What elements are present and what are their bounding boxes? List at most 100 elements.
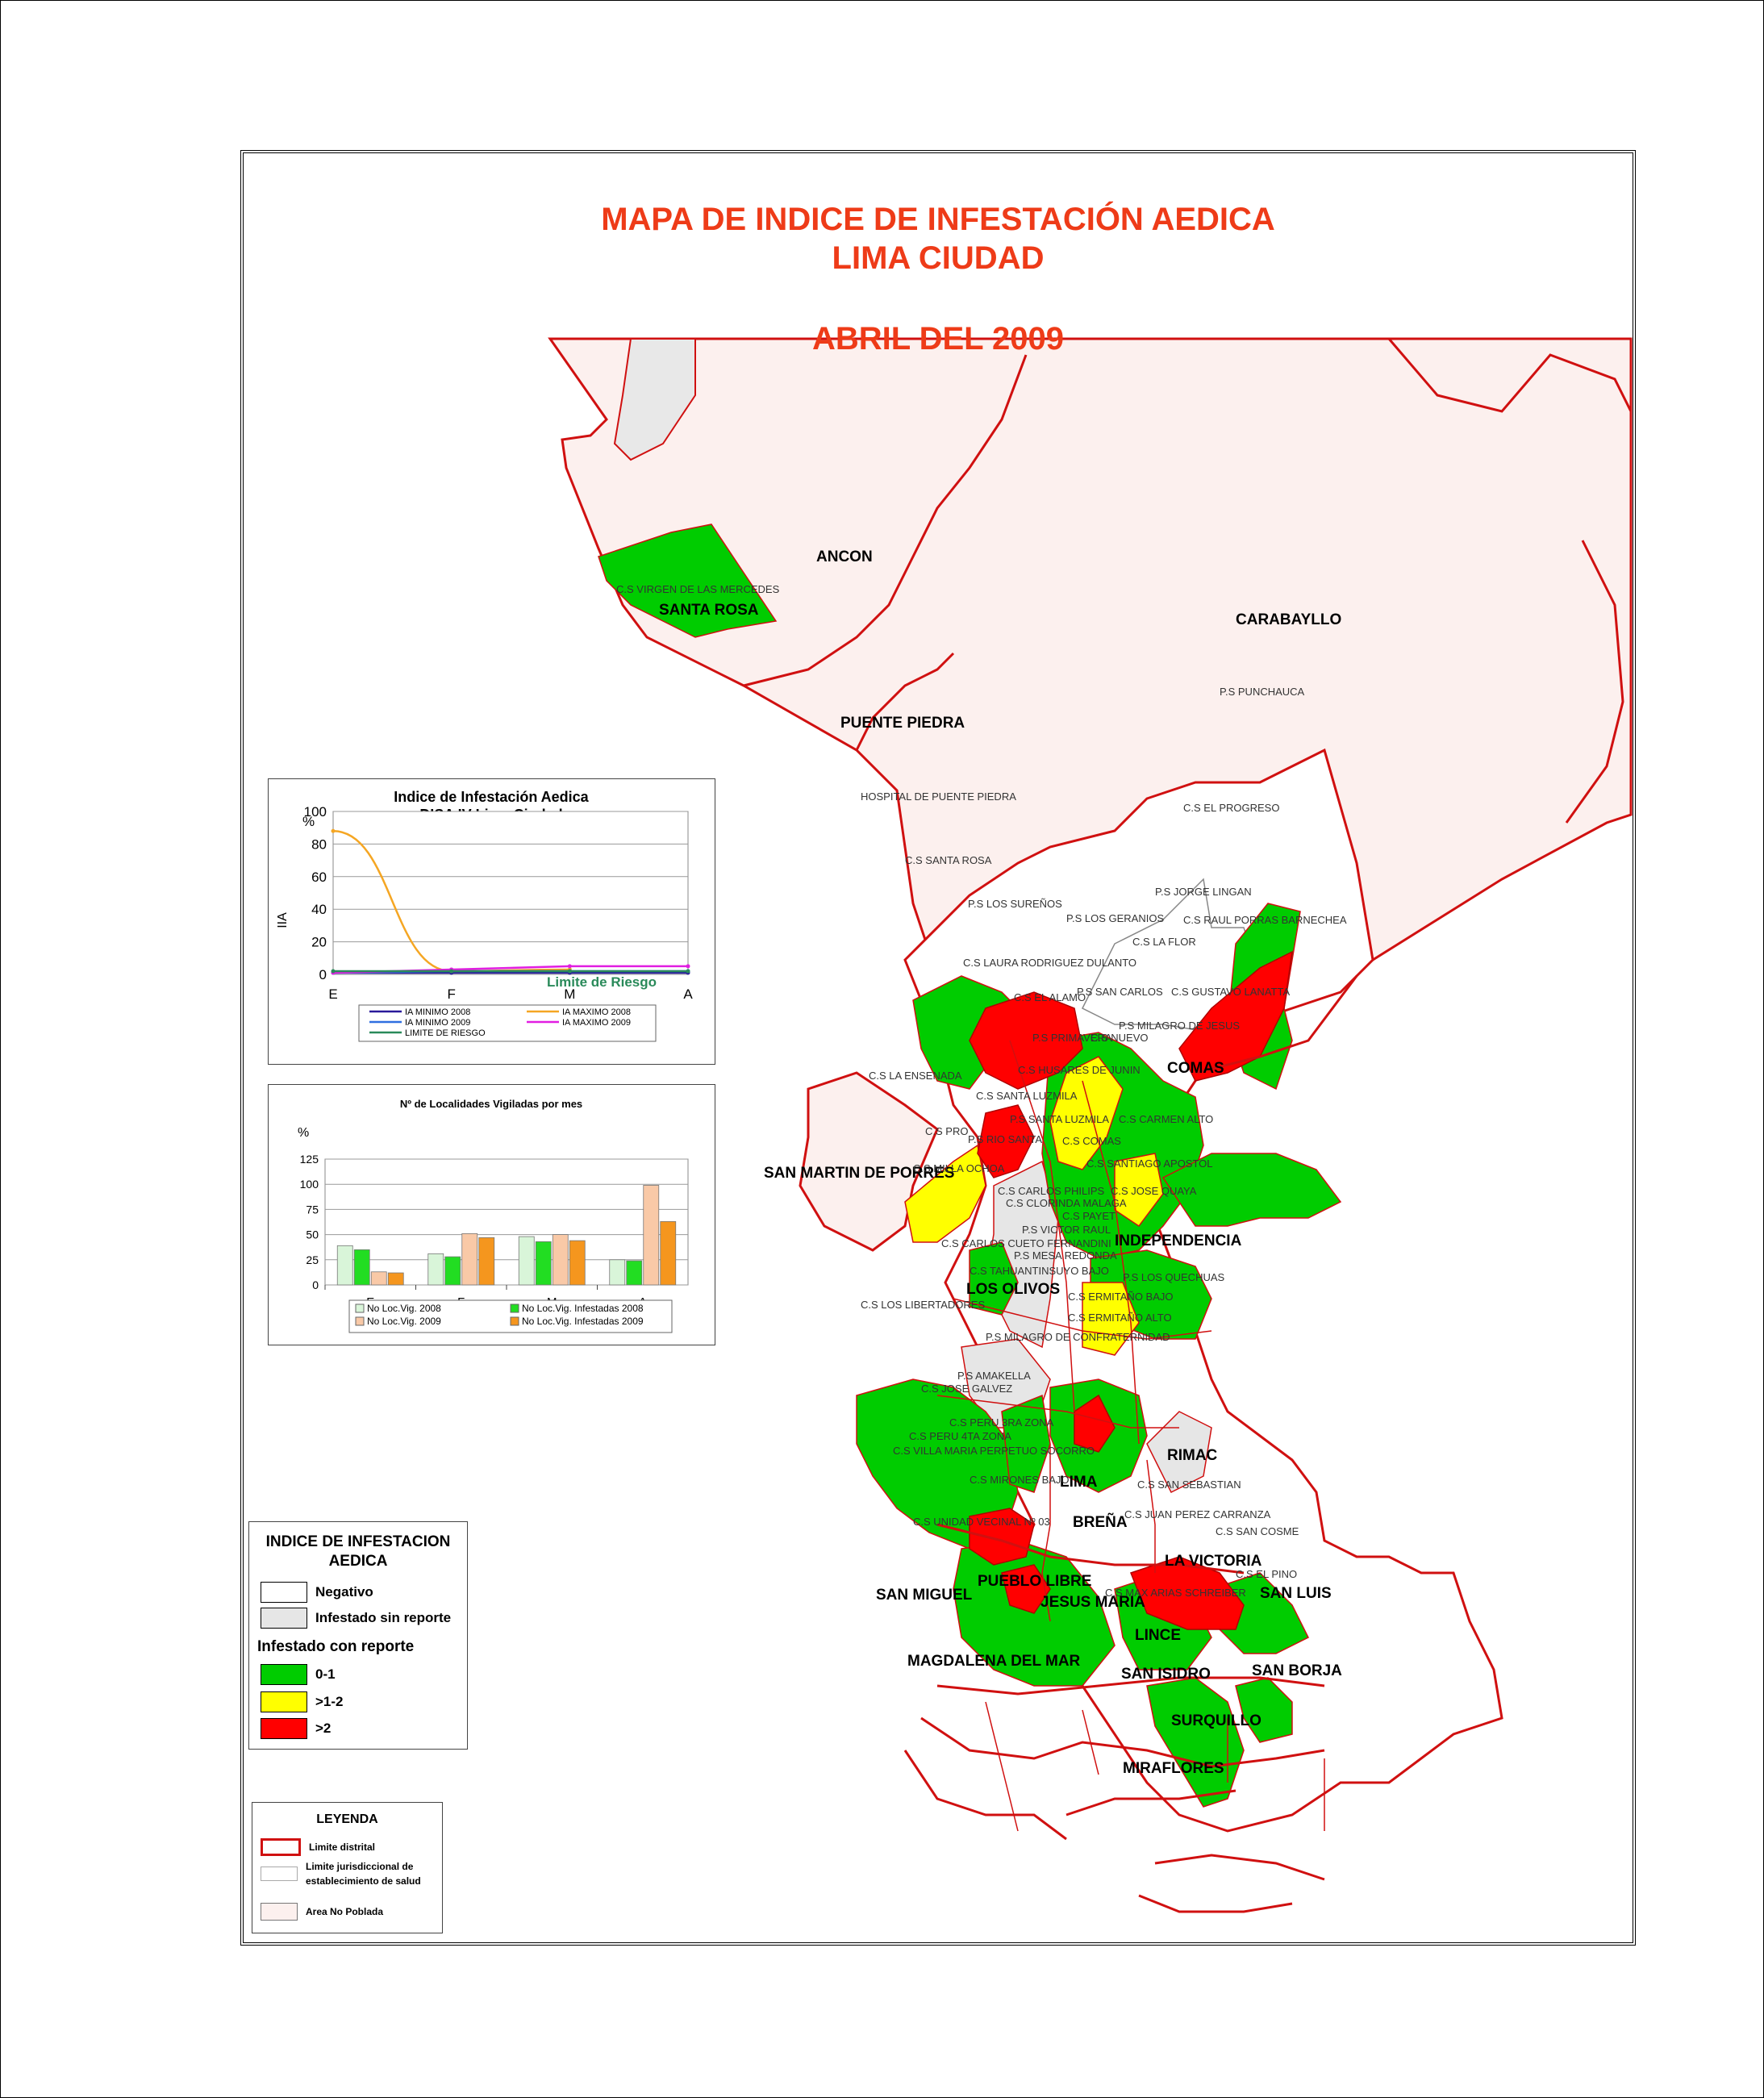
facility-label: P.S PRIMAVERA: [1032, 1032, 1112, 1044]
chart2-bar: [370, 1271, 387, 1286]
district-label-santa-rosa: SANTA ROSA: [659, 602, 759, 619]
chart2-bar: [353, 1249, 370, 1286]
district-label-san-borja: SAN BORJA: [1252, 1662, 1342, 1679]
chart1-point: [686, 969, 690, 974]
facility-label: C.S CARLOS CUETO FERNANDINI: [941, 1237, 1111, 1249]
chart1-xtick-label: E: [328, 986, 337, 1002]
legend-label-negativo: Negativo: [315, 1584, 373, 1600]
map-subtitle: LIMA CIUDAD: [832, 240, 1045, 276]
chart-localidades: Nº de Localidades Vigiladas por mes % 12…: [298, 1098, 689, 1333]
legend-label-0-1: 0-1: [315, 1666, 336, 1682]
boundary-carabayllo-east: [1565, 540, 1624, 824]
facility-label: C.S CARLOS PHILIPS: [998, 1185, 1105, 1197]
chart2-legend-swatch: [510, 1316, 519, 1326]
swatch-sin-reporte: [261, 1608, 307, 1629]
chart2-ytick-label: 25: [306, 1253, 319, 1266]
district-label-brena: BREÑA: [1073, 1513, 1128, 1531]
boundary-inner-4: [936, 1395, 1179, 1429]
chart1-title-1: Indice de Infestación Aedica: [394, 789, 589, 805]
legend-label-limite-jurisdiccional-1: Limite jurisdiccional de: [306, 1861, 414, 1872]
chart1-ytick-label: 0: [319, 967, 327, 982]
legend-row-sin-reporte: Infestado sin reporte: [261, 1608, 451, 1629]
district-label-independencia: INDEPENDENCIA: [1115, 1233, 1242, 1249]
district-label-san-isidro: SAN ISIDRO: [1121, 1666, 1211, 1683]
facility-label: C.S JOSE GALVEZ: [921, 1383, 1012, 1395]
facility-label: C.S LA ENSENADA: [869, 1070, 962, 1082]
facility-label: P.S MILAGRO DE CONFRATERNIDAD: [986, 1331, 1170, 1343]
district-label-miraflores: MIRAFLORES: [1123, 1760, 1224, 1777]
district-label-los-olivos: LOS OLIVOS: [966, 1281, 1060, 1298]
boundary-smp-lima: [936, 1523, 1245, 1575]
boundary-inner-5: [1041, 1444, 1051, 1622]
boundary-ancon-carabayllo: [743, 354, 1028, 687]
facility-label: C.S ERMITAÑO BAJO: [1068, 1291, 1174, 1303]
boundary-puente-piedra: [855, 652, 955, 751]
boundary-inner-3: [953, 1298, 1212, 1340]
red-surenos: [969, 991, 1083, 1090]
district-label-la-victoria: LA VICTORIA: [1165, 1553, 1262, 1570]
facility-label: C.S SANTA ROSA: [905, 854, 992, 866]
district-label-san-luis: SAN LUIS: [1260, 1585, 1332, 1602]
facility-label: P.S PUNCHAUCA: [1220, 686, 1305, 698]
chart2-legend-swatch: [510, 1303, 519, 1313]
chart2-legend-swatch: [355, 1303, 365, 1313]
facility-label: P.S RIO SANTA: [968, 1133, 1042, 1145]
boundary-inner-6: [1146, 1459, 1156, 1573]
legend-label-area-no-poblada: Area No Poblada: [306, 1906, 384, 1917]
area-no-poblada-north: [548, 337, 1633, 1058]
swatch-red: [261, 1718, 307, 1739]
district-label-ancon: ANCON: [816, 548, 873, 565]
legend-row-1-2: >1-2: [261, 1691, 344, 1712]
boundary-comas-carabayllo: [1195, 975, 1358, 1074]
red-peru-zona: [1001, 1564, 1051, 1614]
yellow-comas-primavera: [1049, 1056, 1124, 1170]
district-label-lince: LINCE: [1135, 1627, 1181, 1644]
district-label-puente-piedra: PUENTE PIEDRA: [840, 715, 965, 732]
boundary-carabayllo-north: [1387, 338, 1633, 413]
facility-label: C.S PAYET: [1062, 1210, 1116, 1222]
area-no-poblada-grey-strip: [613, 338, 696, 461]
chart1-point: [449, 969, 454, 974]
chart2-bar: [518, 1236, 535, 1286]
swatch-area-no-poblada: [261, 1903, 298, 1921]
district-label-surquillo: SURQUILLO: [1171, 1712, 1261, 1729]
facility-label: C.S EL PINO: [1236, 1568, 1297, 1580]
facility-label: C.S LA FLOR: [1132, 936, 1196, 948]
facility-label: C.S RAUL PORRAS BARNECHEA: [1183, 914, 1347, 926]
boundary-southern-districts: [920, 1716, 1325, 1768]
district-label-jesus-maria: JESUS MARIA: [1040, 1594, 1145, 1611]
facility-label: P.S LOS QUECHUAS: [1123, 1271, 1225, 1283]
legend-label-1-2: >1-2: [315, 1694, 344, 1709]
district-label-lima: LIMA: [1060, 1474, 1098, 1491]
swatch-green: [261, 1664, 307, 1685]
facility-label: P.S VICTOR RAUL: [1022, 1224, 1111, 1236]
facility-label: C.S COMAS: [1062, 1135, 1121, 1147]
chart1-risk-label: Limite de Riesgo: [547, 974, 657, 990]
area-no-poblada-west: [799, 1071, 939, 1252]
gray-sin-reporte-3: [1146, 1411, 1212, 1494]
facility-label: C.S SANTIAGO APOSTOL: [1086, 1157, 1213, 1170]
boundary-miraflores: [1138, 1894, 1293, 1913]
chart2-bar: [643, 1185, 660, 1286]
chart1-ytick-label: 40: [311, 902, 327, 917]
chart1-xtick-label: F: [447, 986, 455, 1002]
green-center-strip: [1001, 1394, 1051, 1493]
chart1-point: [567, 964, 572, 969]
facility-label: P.S MESA REDONDA: [1014, 1249, 1117, 1262]
facility-label: C.S SAN SEBASTIAN: [1137, 1479, 1241, 1491]
legend-iia: INDICE DE INFESTACION AEDICA Negativo In…: [248, 1521, 468, 1750]
legend-iia-title-1: INDICE DE INFESTACION: [265, 1533, 451, 1550]
red-rimac: [1130, 1556, 1245, 1630]
chart2-bar: [387, 1272, 404, 1286]
swatch-negativo: [261, 1582, 307, 1603]
legend-row-area-no-poblada: Area No Poblada: [261, 1903, 383, 1921]
chart2-bar: [569, 1240, 586, 1286]
facility-label: C.S VIRGEN DE LAS MERCEDES: [616, 583, 780, 595]
chart-localidades-panel: Nº de Localidades Vigiladas por mes % 12…: [268, 1084, 715, 1345]
facility-label: C.S MAX ARIAS SCHREIBER: [1105, 1587, 1246, 1599]
boundary-lima-south: [936, 1676, 1325, 1696]
district-label-comas: COMAS: [1167, 1060, 1224, 1077]
legend-label-gt2: >2: [315, 1721, 332, 1736]
facility-label: C.S CLORINDA MALAGA: [1006, 1197, 1127, 1209]
chart2-legend-label: No Loc.Vig. Infestadas 2008: [522, 1303, 644, 1314]
